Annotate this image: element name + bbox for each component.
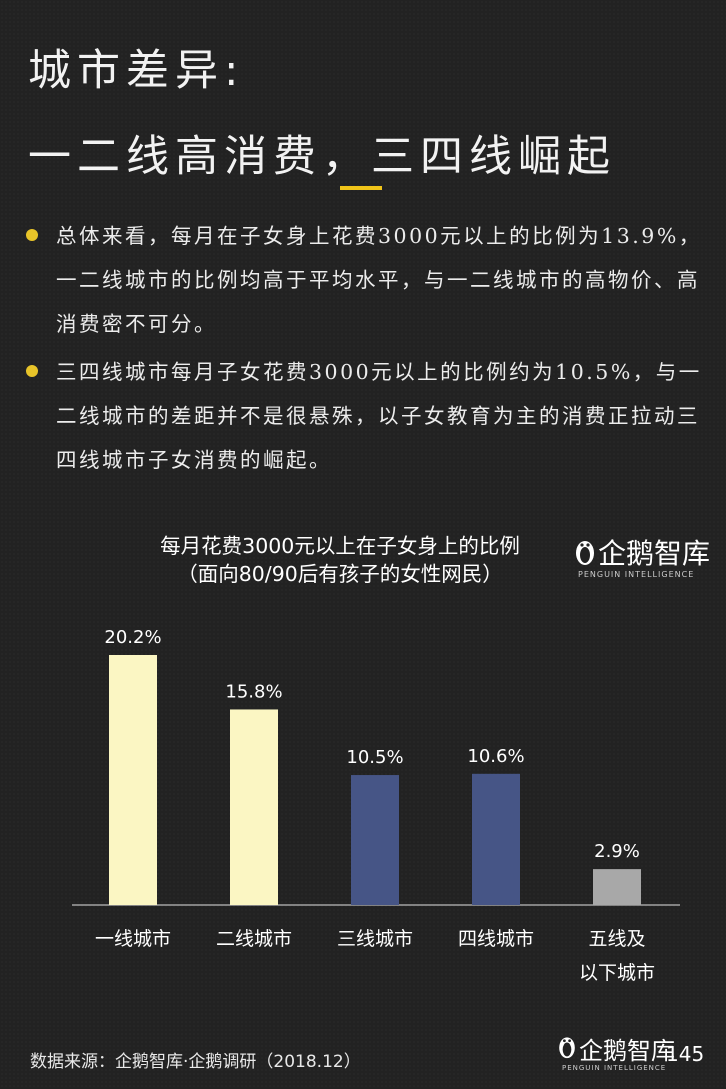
x-tick-label: 以下城市	[579, 962, 655, 984]
x-tick-label: 一线城市	[95, 928, 171, 950]
title-underline	[340, 186, 382, 190]
chart-title-block: 每月花费3000元以上在子女身上的比例 （面向80/90后有孩子的女性网民）	[120, 532, 560, 588]
bar-chart: 20.2% 一线城市 15.8% 二线城市 10.5% 三线城市 10.6% 四线城市 2.9%…	[72, 627, 680, 984]
page-number: 145	[666, 1042, 705, 1066]
penguin-logo-icon	[576, 541, 594, 565]
bullet-list: 总体来看，每月在子女身上花费3000元以上的比例为13.9%，一二线城市的比例均…	[22, 214, 712, 486]
chart-title: 每月花费3000元以上在子女身上的比例	[160, 534, 520, 558]
page-title-line-1: 城市差异:	[28, 46, 245, 96]
penguin-logo-icon	[559, 1037, 575, 1059]
bar	[230, 709, 278, 905]
bar	[472, 773, 520, 905]
data-label: 15.8%	[225, 681, 282, 702]
bullet-text: 总体来看，每月在子女身上花费3000元以上的比例为13.9%，一二线城市的比例均…	[56, 224, 702, 336]
data-label: 2.9%	[594, 841, 640, 862]
data-label: 20.2%	[104, 627, 161, 648]
bar	[593, 869, 641, 905]
chart-subtitle: （面向80/90后有孩子的女性网民）	[177, 562, 503, 586]
bullet-dot-icon	[26, 365, 38, 377]
bullet-dot-icon	[26, 229, 38, 241]
bullet-item: 三四线城市每月子女花费3000元以上的比例约为10.5%，与一二线城市的差距并不…	[22, 350, 712, 482]
data-label: 10.5%	[346, 747, 403, 768]
page-title-line-2: 一二线高消费，三四线崛起	[28, 132, 616, 182]
data-source: 数据来源：企鹅智库·企鹅调研（2018.12）	[30, 1052, 361, 1072]
logo-subtext: PENGUIN INTELLIGENCE	[562, 1064, 667, 1072]
x-tick-label: 三线城市	[337, 928, 413, 950]
logo-text: 企鹅智库	[598, 537, 711, 570]
x-tick-label: 四线城市	[458, 928, 534, 950]
data-label: 10.6%	[467, 746, 524, 767]
bar	[109, 655, 157, 905]
bar	[351, 775, 399, 905]
logo-text: 企鹅智库	[579, 1037, 675, 1065]
bullet-item: 总体来看，每月在子女身上花费3000元以上的比例为13.9%，一二线城市的比例均…	[22, 214, 712, 346]
logo-subtext: PENGUIN INTELLIGENCE	[578, 570, 695, 579]
bullet-text: 三四线城市每月子女花费3000元以上的比例约为10.5%，与一二线城市的差距并不…	[56, 360, 702, 472]
x-tick-label: 五线及	[588, 928, 645, 950]
x-tick-label: 二线城市	[216, 928, 292, 950]
